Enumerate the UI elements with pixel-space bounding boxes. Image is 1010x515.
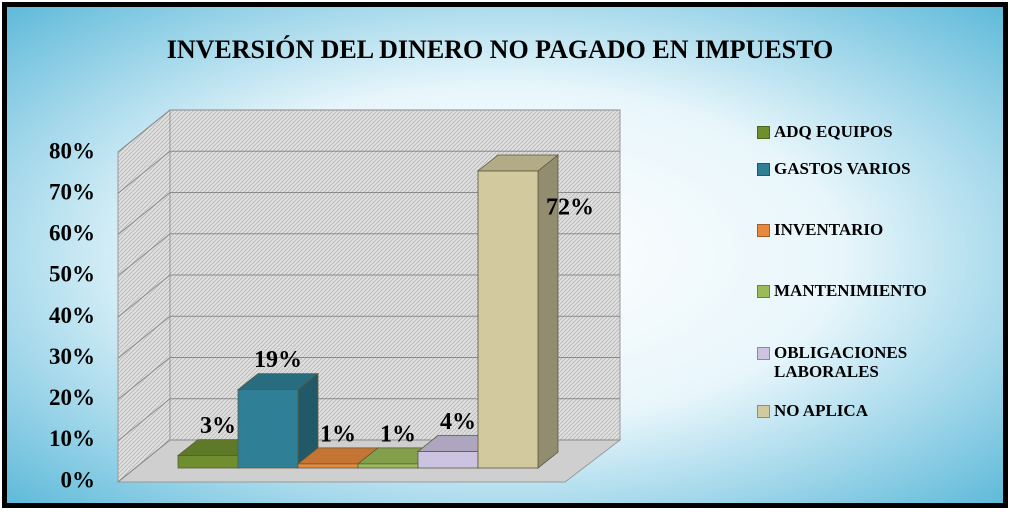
grid-line	[117, 315, 171, 359]
bar-front	[357, 463, 419, 469]
y-tick-label: 70%	[49, 179, 95, 204]
legend-item: NO APLICA	[757, 401, 967, 420]
bar-front	[297, 463, 359, 469]
data-label: 72%	[546, 195, 594, 221]
bar-front	[477, 170, 539, 469]
legend-label: ADQ EQUIPOS	[774, 122, 893, 141]
legend-label: NO APLICA	[774, 401, 868, 420]
chart-title: INVERSIÓN DEL DINERO NO PAGADO EN IMPUES…	[167, 35, 833, 64]
grid-line	[117, 109, 171, 153]
y-tick-label: 60%	[49, 221, 95, 246]
grid-line	[117, 192, 171, 235]
bar-front	[177, 455, 239, 469]
y-tick-label: 30%	[49, 344, 95, 369]
y-tick-label: 0%	[61, 467, 96, 492]
grid-line	[117, 357, 171, 400]
y-tick-label: 50%	[49, 262, 95, 287]
legend-swatch	[757, 285, 770, 298]
legend-swatch	[757, 347, 770, 360]
grid-line	[117, 439, 171, 483]
grid-line	[117, 274, 171, 318]
legend-swatch	[757, 126, 770, 139]
bar-front	[237, 389, 299, 469]
data-label: 1%	[380, 421, 416, 447]
legend-item: GASTOS VARIOS	[757, 159, 967, 178]
legend-label: MANTENIMIENTO	[774, 281, 927, 300]
data-label: 1%	[320, 421, 356, 447]
bar-front	[417, 451, 479, 469]
legend-item: ADQ EQUIPOS	[757, 122, 967, 141]
data-label: 3%	[200, 413, 236, 439]
y-tick-label: 40%	[49, 303, 95, 328]
legend-item: INVENTARIO	[757, 220, 967, 239]
y-tick-label: 10%	[49, 426, 95, 451]
legend-item: MANTENIMIENTO	[757, 281, 967, 300]
y-tick-label: 80%	[49, 138, 95, 163]
bar	[476, 154, 560, 469]
grid-line	[117, 398, 171, 442]
bar	[236, 372, 320, 469]
y-tick-label: 20%	[49, 385, 95, 410]
grid-line	[117, 150, 171, 194]
legend-label: OBLIGACIONES LABORALES	[774, 343, 908, 381]
legend-swatch	[757, 405, 770, 418]
legend-swatch	[757, 163, 770, 176]
data-label: 19%	[254, 347, 302, 373]
legend-label: INVENTARIO	[774, 220, 884, 239]
legend-label: GASTOS VARIOS	[774, 159, 911, 178]
legend-swatch	[757, 224, 770, 237]
legend-item: OBLIGACIONES LABORALES	[757, 343, 967, 381]
data-label: 4%	[440, 409, 476, 435]
grid-line	[117, 233, 171, 277]
